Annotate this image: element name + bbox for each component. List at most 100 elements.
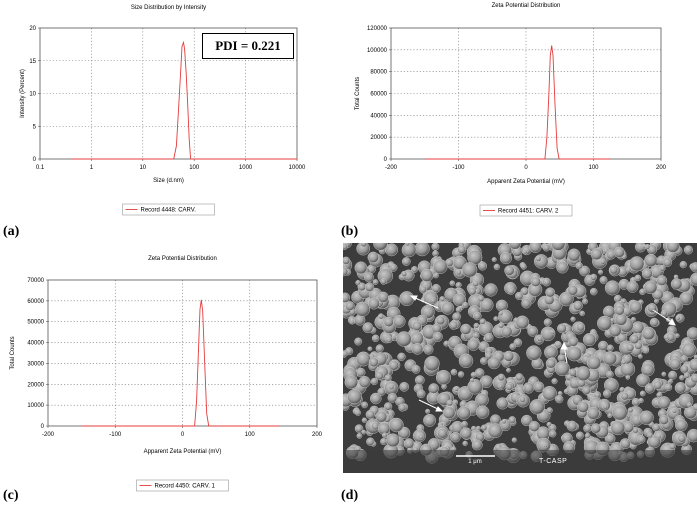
- legend-box: [136, 479, 229, 492]
- series-line: [424, 45, 611, 160]
- sem-info-band: [343, 450, 697, 473]
- sem-particle: [382, 432, 388, 439]
- sem-particle: [490, 414, 501, 425]
- sem-particle: [643, 348, 650, 354]
- sem-particle: [439, 296, 445, 302]
- sem-particle: [423, 413, 437, 427]
- sem-particle: [361, 401, 368, 409]
- sem-particle: [657, 396, 671, 410]
- sem-particle: [543, 318, 552, 327]
- sem-image: 1 μm T-CASP: [343, 243, 697, 473]
- sem-particle: [367, 251, 379, 263]
- sem-particle: [449, 280, 456, 286]
- sem-particle: [497, 373, 505, 382]
- sem-particle: [656, 275, 668, 286]
- sem-particle: [675, 315, 681, 321]
- sem-arrow-4: [418, 399, 441, 411]
- sem-particle: [669, 358, 682, 370]
- sem-particle: [643, 280, 658, 295]
- sem-particle: [468, 287, 477, 296]
- legend-box: [479, 204, 573, 217]
- chart-title: Zeta Potential Distribution: [148, 256, 217, 262]
- sem-particle: [679, 261, 687, 269]
- sem-particle: [435, 369, 451, 385]
- sem-particle: [462, 301, 469, 309]
- legend-entry: Record 4450: CARV. 1: [155, 484, 216, 490]
- sem-particle: [683, 245, 693, 255]
- sem-particle: [508, 416, 516, 424]
- sem-particle: [399, 291, 415, 306]
- sem-particle: [686, 428, 697, 443]
- sem-particle: [425, 408, 431, 414]
- sem-particle: [563, 388, 570, 394]
- sem-particle: [404, 243, 410, 247]
- y-tick-label: 50000: [27, 320, 44, 326]
- sem-particle: [662, 257, 673, 267]
- sem-particle: [450, 368, 458, 376]
- sem-particle: [396, 331, 412, 347]
- sem-particle: [546, 407, 553, 414]
- sem-particle: [384, 374, 392, 382]
- sem-particle: [354, 261, 368, 275]
- sem-particle: [476, 405, 490, 419]
- sem-particle: [556, 261, 569, 274]
- y-tick-label: 0: [41, 424, 45, 430]
- sem-particle: [484, 283, 498, 297]
- sem-particle: [473, 311, 482, 321]
- sem-particle: [649, 317, 659, 327]
- y-axis-label: Intensity (Percent): [20, 69, 26, 118]
- sem-particle: [364, 282, 375, 292]
- sem-particle: [392, 315, 406, 328]
- sem-particle: [609, 265, 619, 275]
- sem-particle: [608, 324, 622, 337]
- sem-particle: [343, 256, 350, 265]
- sem-particle: [484, 332, 494, 343]
- sem-particle: [493, 316, 499, 322]
- sem-particle: [519, 396, 526, 403]
- sem-particle: [579, 310, 585, 317]
- sem-particle: [414, 243, 430, 257]
- sem-particle: [399, 381, 410, 392]
- sem-particle: [647, 303, 657, 313]
- sem-particle: [389, 417, 404, 433]
- sem-particle: [679, 291, 693, 306]
- sem-particle: [629, 256, 645, 272]
- sem-particle: [664, 383, 673, 391]
- sem-particle: [377, 387, 386, 396]
- y-tick-label: 120000: [367, 26, 388, 32]
- sem-particle: [471, 439, 483, 451]
- sem-particle: [639, 390, 646, 397]
- sem-particle: [567, 248, 581, 262]
- sem-particle: [542, 277, 551, 287]
- sem-particle: [566, 345, 583, 362]
- sem-particle: [668, 370, 677, 380]
- x-tick-label: 10000: [289, 165, 306, 171]
- sem-particle: [639, 410, 654, 425]
- sem-particle: [419, 285, 427, 294]
- sem-particle: [572, 300, 583, 311]
- sem-particle: [680, 355, 688, 363]
- sem-particle: [355, 351, 371, 367]
- series-line: [81, 299, 280, 427]
- plot-frame: [47, 279, 318, 427]
- sem-particle: [377, 291, 389, 303]
- legend-entry: Record 4451: CARV. 2: [498, 209, 559, 215]
- sem-particle: [690, 373, 697, 384]
- x-tick-label: 100: [588, 165, 599, 171]
- sem-particle: [472, 332, 480, 339]
- sem-particle: [549, 430, 557, 438]
- sem-particle: [522, 249, 528, 255]
- sem-particle: [607, 413, 613, 419]
- sem-particle: [627, 407, 634, 413]
- sem-particle: [614, 305, 625, 316]
- sem-particle: [449, 320, 459, 330]
- sem-particle: [375, 344, 384, 353]
- sem-particle: [631, 397, 641, 407]
- sem-particle: [644, 383, 656, 394]
- sem-particle: [660, 309, 668, 317]
- sem-watermark: T-CASP: [539, 458, 567, 465]
- sem-particle: [513, 338, 523, 347]
- sem-particle: [368, 357, 379, 368]
- sem-particle: [423, 344, 434, 355]
- sem-particle: [599, 258, 606, 265]
